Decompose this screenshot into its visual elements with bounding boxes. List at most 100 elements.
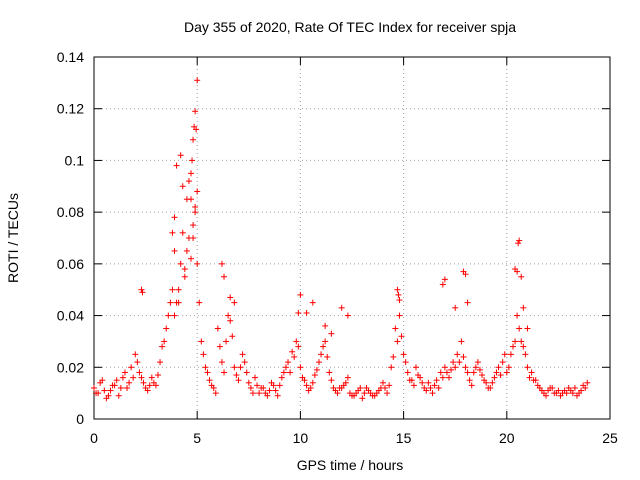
data-point xyxy=(91,384,97,391)
data-point xyxy=(132,351,139,358)
data-point xyxy=(192,108,199,115)
data-point xyxy=(441,276,448,283)
data-point xyxy=(109,382,116,389)
data-point xyxy=(93,390,100,397)
data-point xyxy=(514,268,521,275)
data-point xyxy=(245,379,252,386)
data-point xyxy=(315,359,322,366)
data-point xyxy=(303,382,310,389)
data-point xyxy=(181,273,188,280)
data-point xyxy=(154,372,161,379)
plot-area-frame xyxy=(93,56,611,420)
data-point xyxy=(441,364,448,371)
data-point xyxy=(218,359,225,366)
data-point xyxy=(309,379,316,386)
data-point xyxy=(497,372,504,379)
x-axis-label: GPS time / hours xyxy=(297,457,404,473)
data-point xyxy=(450,359,457,366)
data-point xyxy=(190,235,197,241)
data-point xyxy=(396,297,403,304)
data-point xyxy=(388,364,395,371)
data-point xyxy=(448,366,455,373)
data-point xyxy=(121,369,128,376)
data-point xyxy=(580,382,587,389)
data-point xyxy=(235,377,242,384)
data-point xyxy=(501,351,508,358)
data-point xyxy=(233,372,240,379)
data-point xyxy=(299,374,306,381)
data-point xyxy=(128,364,135,371)
data-point xyxy=(439,374,446,381)
data-point xyxy=(254,382,261,389)
data-point xyxy=(336,384,343,391)
data-point xyxy=(507,351,514,358)
data-point xyxy=(454,351,461,358)
data-point xyxy=(216,343,223,350)
data-point xyxy=(175,286,182,293)
data-point xyxy=(97,379,104,386)
data-point xyxy=(328,377,335,384)
data-point xyxy=(396,312,403,319)
data-point xyxy=(270,382,277,389)
data-point xyxy=(113,377,120,384)
data-point xyxy=(398,333,405,340)
data-point xyxy=(452,364,459,371)
axis-ticks: 0 0.02 0.04 0.06 0.08 0.1 0.12 0.14 0 5 10 15 20 25 xyxy=(57,49,618,446)
data-point xyxy=(515,240,522,247)
data-point xyxy=(169,286,176,293)
data-point xyxy=(489,379,496,386)
data-point xyxy=(282,364,289,371)
data-point xyxy=(516,237,523,244)
data-point xyxy=(476,366,483,373)
data-point xyxy=(239,351,246,358)
data-point xyxy=(181,266,188,273)
data-point xyxy=(237,364,244,371)
data-point xyxy=(524,325,531,332)
data-point xyxy=(276,382,283,389)
data-point xyxy=(379,379,386,386)
data-point xyxy=(272,387,279,394)
data-point xyxy=(139,289,146,296)
data-point xyxy=(163,325,170,332)
data-point xyxy=(212,390,219,397)
data-point xyxy=(177,260,184,267)
data-point xyxy=(520,304,527,311)
x-tick-label: 20 xyxy=(499,430,515,446)
data-series-roti xyxy=(91,77,591,402)
data-point xyxy=(547,384,554,391)
data-point xyxy=(231,364,238,371)
data-point xyxy=(384,390,391,397)
data-point xyxy=(295,343,302,350)
data-point xyxy=(520,343,527,350)
data-point xyxy=(518,338,525,345)
data-point xyxy=(427,384,434,391)
y-tick-label: 0 xyxy=(76,411,84,427)
data-point xyxy=(171,247,178,254)
data-point xyxy=(266,387,273,394)
data-point xyxy=(349,392,355,399)
data-point xyxy=(165,312,172,319)
data-point xyxy=(491,374,498,381)
data-point xyxy=(295,309,302,316)
data-point xyxy=(446,374,453,381)
data-point xyxy=(386,382,393,389)
chart-title: Day 355 of 2020, Rate Of TEC Index for r… xyxy=(184,19,516,35)
data-point xyxy=(415,372,422,379)
data-point xyxy=(320,343,327,350)
data-point xyxy=(464,299,471,306)
data-point xyxy=(251,374,258,381)
data-point xyxy=(324,353,331,360)
data-point xyxy=(198,338,205,345)
data-point xyxy=(468,382,475,389)
data-point xyxy=(229,333,236,340)
data-point xyxy=(146,382,153,389)
data-point xyxy=(243,369,250,376)
data-point xyxy=(148,374,155,381)
data-point xyxy=(171,214,178,221)
data-point xyxy=(214,325,221,332)
data-point xyxy=(526,374,533,381)
data-point xyxy=(140,379,147,386)
data-point xyxy=(190,136,197,143)
data-point xyxy=(136,369,143,376)
